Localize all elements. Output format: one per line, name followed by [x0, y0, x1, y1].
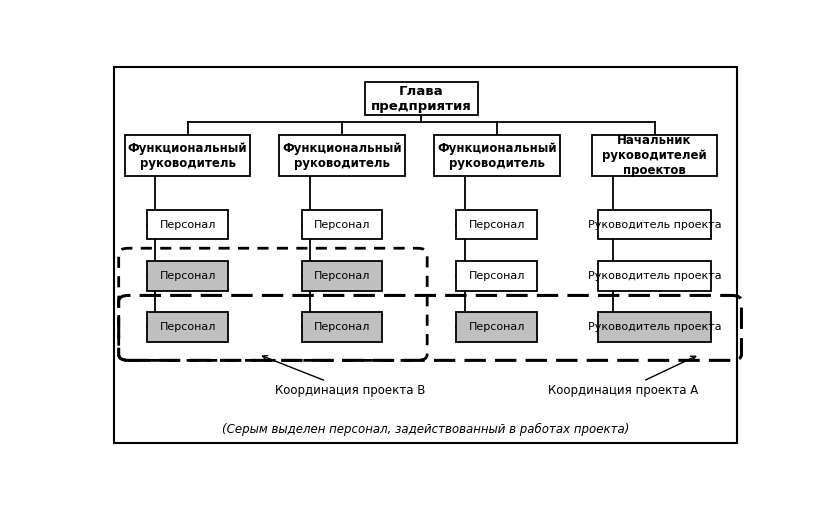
Text: Персонал: Персонал: [314, 322, 371, 332]
Text: Персонал: Персонал: [314, 220, 371, 229]
FancyBboxPatch shape: [456, 312, 537, 342]
Text: Функциональный
руководитель: Функциональный руководитель: [437, 142, 557, 170]
Text: Персонал: Персонал: [160, 271, 216, 281]
Text: Персонал: Персонал: [160, 322, 216, 332]
Text: Начальник
руководителей
проектов: Начальник руководителей проектов: [602, 134, 707, 177]
FancyBboxPatch shape: [365, 82, 478, 115]
FancyBboxPatch shape: [302, 312, 382, 342]
Text: Персонал: Персонал: [469, 271, 525, 281]
FancyBboxPatch shape: [125, 135, 250, 176]
Text: Координация проекта В: Координация проекта В: [263, 356, 425, 397]
Text: Функциональный
руководитель: Функциональный руководитель: [128, 142, 248, 170]
FancyBboxPatch shape: [302, 210, 382, 239]
Text: Персонал: Персонал: [160, 220, 216, 229]
FancyBboxPatch shape: [147, 312, 228, 342]
Text: Руководитель проекта: Руководитель проекта: [588, 220, 721, 229]
FancyBboxPatch shape: [598, 210, 711, 239]
FancyBboxPatch shape: [598, 312, 711, 342]
FancyBboxPatch shape: [279, 135, 405, 176]
FancyBboxPatch shape: [147, 261, 228, 291]
FancyBboxPatch shape: [434, 135, 559, 176]
Text: Координация проекта А: Координация проекта А: [548, 356, 699, 397]
Text: Руководитель проекта: Руководитель проекта: [588, 271, 721, 281]
Text: Руководитель проекта: Руководитель проекта: [588, 322, 721, 332]
FancyBboxPatch shape: [302, 261, 382, 291]
FancyBboxPatch shape: [592, 135, 717, 176]
Text: Функциональный
руководитель: Функциональный руководитель: [283, 142, 402, 170]
FancyBboxPatch shape: [598, 261, 711, 291]
Text: (Серым выделен персонал, задействованный в работах проекта): (Серым выделен персонал, задействованный…: [222, 423, 630, 436]
Text: Персонал: Персонал: [314, 271, 371, 281]
Text: Персонал: Персонал: [469, 220, 525, 229]
Text: Персонал: Персонал: [469, 322, 525, 332]
FancyBboxPatch shape: [147, 210, 228, 239]
FancyBboxPatch shape: [114, 67, 737, 443]
Text: Глава
предприятия: Глава предприятия: [371, 85, 472, 113]
FancyBboxPatch shape: [456, 261, 537, 291]
FancyBboxPatch shape: [456, 210, 537, 239]
